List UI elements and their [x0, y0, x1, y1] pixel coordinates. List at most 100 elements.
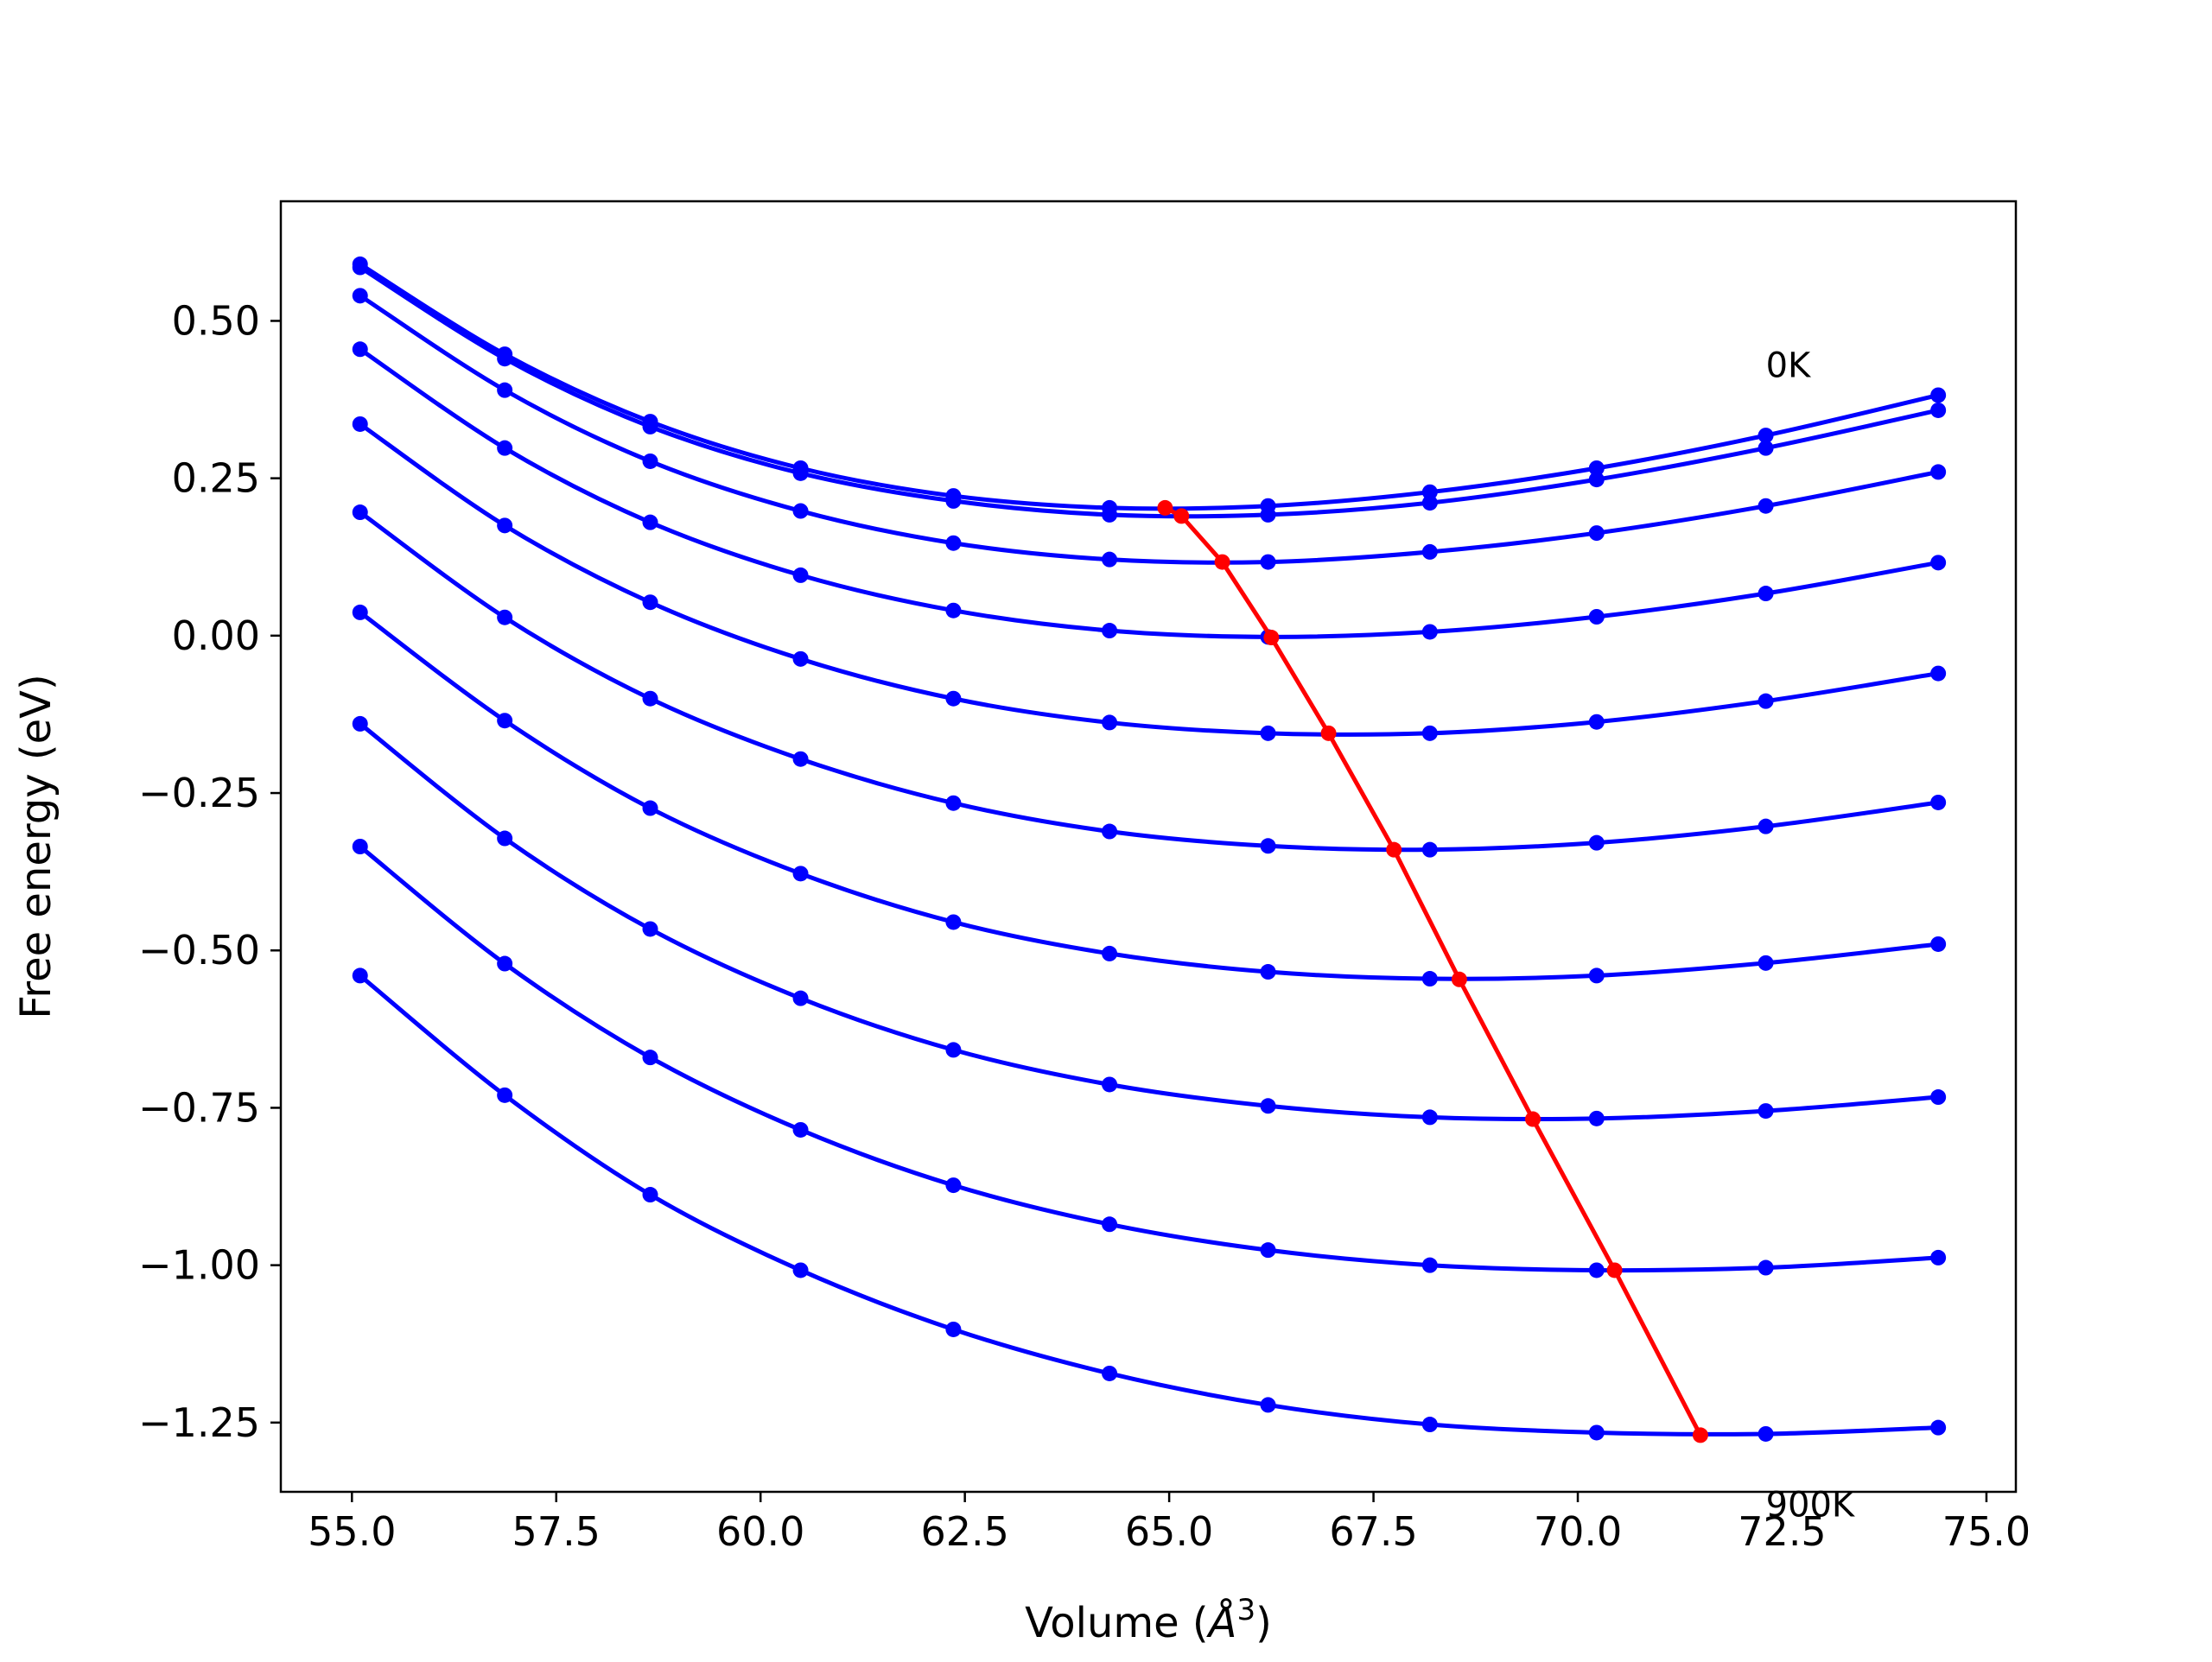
y-axis-ticks: 0.50 0.25 0.00 −0.25 −0.50 −0.75 −1.00 −1.25: [138, 297, 281, 1446]
series-4-point-9: [1758, 693, 1774, 709]
series-0-point-7: [1421, 484, 1438, 500]
series-8-point-0: [352, 839, 368, 854]
series-6-point-3: [792, 866, 809, 882]
series-1-point-3: [792, 465, 809, 481]
series-9-point-8: [1588, 1424, 1605, 1441]
series-7-point-9: [1758, 1103, 1774, 1120]
series-8-point-7: [1421, 1257, 1438, 1273]
series-4-point-2: [642, 594, 658, 611]
series-8-point-1: [497, 955, 513, 972]
series-6-point-6: [1260, 964, 1276, 980]
series-2-point-5: [1102, 551, 1118, 568]
series-7-line: [359, 721, 1939, 1122]
series-6-line: [359, 610, 1939, 981]
series-5-point-2: [642, 690, 658, 707]
y-tick-label-5: −0.75: [138, 1084, 260, 1131]
series-8-line: [359, 845, 1939, 1273]
series-8: [352, 839, 1947, 1278]
y-tick-label-1: 0.25: [172, 455, 260, 502]
series-9-point-4: [945, 1321, 962, 1337]
annotation-0: 0K: [1766, 346, 1812, 385]
series-3-point-3: [792, 567, 809, 583]
x-tick-label-7: 72.5: [1738, 1508, 1826, 1555]
series-7-point-0: [352, 715, 368, 732]
series-9-point-1: [497, 1087, 513, 1103]
series-9-point-3: [792, 1262, 809, 1278]
x-tick-label-3: 62.5: [920, 1508, 1008, 1555]
series-6-point-10: [1930, 936, 1947, 952]
series-5-point-0: [352, 504, 368, 521]
series-0-point-10: [1930, 387, 1947, 403]
x-axis-label-symbol: Å: [1206, 1598, 1237, 1647]
series-5-point-5: [1102, 823, 1118, 840]
series-2-point-0: [352, 288, 368, 304]
series-2-point-3: [792, 503, 809, 519]
series-7-point-2: [642, 921, 658, 937]
series-5-point-9: [1758, 818, 1774, 834]
series-7: [352, 715, 1947, 1126]
series-6-point-1: [497, 713, 513, 729]
series-7-point-7: [1421, 1109, 1438, 1126]
series-3-line: [359, 347, 1939, 639]
series-4-point-10: [1930, 665, 1947, 682]
x-tick-label-8: 75.0: [1942, 1508, 2031, 1555]
annotation-1: 900K: [1766, 1486, 1856, 1526]
series-0-point-9: [1758, 428, 1774, 444]
series-7-point-1: [497, 830, 513, 847]
y-tick-label-6: −1.00: [138, 1242, 260, 1289]
series-2-point-2: [642, 453, 658, 469]
series-5-point-1: [497, 609, 513, 625]
series-5-point-6: [1260, 838, 1276, 854]
series-9-point-6: [1260, 1397, 1276, 1413]
series-4-point-5: [1102, 714, 1118, 731]
series-7-point-4: [945, 1042, 962, 1058]
series-5: [352, 504, 1947, 858]
series-0-point-8: [1588, 460, 1605, 476]
series-7-point-3: [792, 990, 809, 1006]
y-axis-label: Free energy (eV): [12, 674, 60, 1018]
series-3-point-2: [642, 514, 658, 530]
series-2-point-6: [1260, 554, 1276, 570]
series-9-line: [359, 974, 1939, 1437]
series-7-point-6: [1260, 1098, 1276, 1114]
x-tick-label-6: 70.0: [1534, 1508, 1622, 1555]
x-tick-label-5: 67.5: [1329, 1508, 1417, 1555]
series-1-point-7: [1421, 495, 1438, 511]
series-3-point-0: [352, 341, 368, 358]
series-7-point-8: [1588, 1110, 1605, 1126]
series-8-point-9: [1758, 1259, 1774, 1276]
series-8-point-3: [792, 1121, 809, 1138]
series-6-point-2: [642, 800, 658, 816]
series-4-point-8: [1588, 714, 1605, 730]
x-tick-label-2: 60.0: [716, 1508, 804, 1555]
annotations-layer: 0K 900K: [1766, 346, 1856, 1525]
minimum-line: [1164, 505, 1703, 1437]
series-8-point-6: [1260, 1242, 1276, 1259]
series-9-point-5: [1102, 1365, 1118, 1381]
series-1-point-1: [497, 351, 513, 367]
series-3-point-1: [497, 440, 513, 456]
series-9-point-0: [352, 967, 368, 984]
series-2: [352, 288, 1947, 570]
series-4-point-3: [792, 650, 809, 667]
y-tick-label-4: −0.50: [138, 927, 260, 974]
series-2-point-8: [1588, 525, 1605, 542]
series-5-point-4: [945, 795, 962, 811]
series-7-point-10: [1930, 1089, 1947, 1106]
minimum-point-4: [1320, 725, 1337, 741]
series-1: [352, 259, 1947, 523]
series-1-line: [359, 265, 1939, 519]
series-8-point-2: [642, 1050, 658, 1066]
series-0-line: [359, 262, 1939, 511]
series-4-point-7: [1421, 725, 1438, 741]
y-tick-label-7: −1.25: [138, 1399, 260, 1446]
minimum-point-1: [1173, 508, 1190, 524]
series-3-point-10: [1930, 555, 1947, 571]
series-4-line: [359, 422, 1939, 737]
y-tick-label-0: 0.50: [172, 297, 260, 344]
series-9-point-10: [1930, 1419, 1947, 1436]
minimum-point-2: [1214, 554, 1230, 570]
y-tick-label-2: 0.00: [172, 612, 260, 659]
x-axis-ticks: 55.0 57.5 60.0 62.5 65.0 67.5 70.0 72.5 75.0: [308, 1492, 2031, 1555]
